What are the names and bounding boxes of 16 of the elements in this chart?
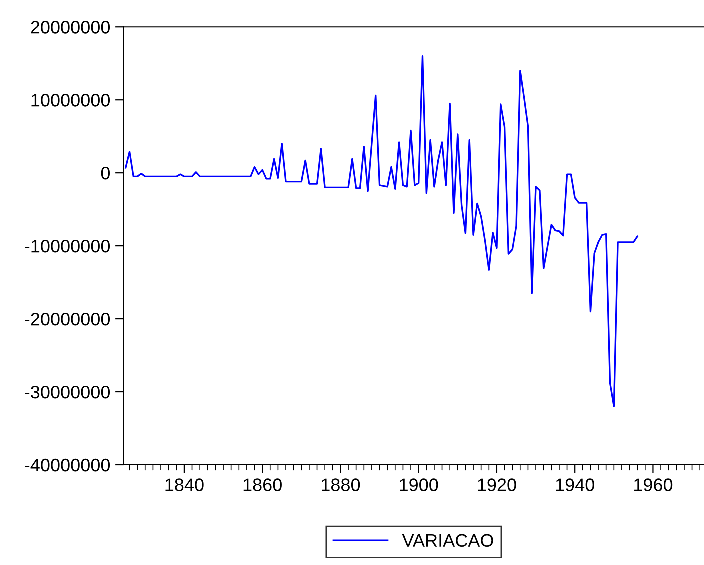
x-tick-label: 1920 <box>478 478 516 492</box>
x-tick-label: 1960 <box>634 478 673 492</box>
x-tick-label: 1940 <box>556 478 594 492</box>
y-tick-label: 0 <box>101 167 110 180</box>
x-tick-label: 1900 <box>400 478 438 492</box>
x-tick-label: 1840 <box>166 478 204 492</box>
y-tick-label: -10000000 <box>25 240 110 253</box>
y-tick-label: 20000000 <box>31 21 110 34</box>
y-tick-label: -20000000 <box>25 312 110 326</box>
y-tick-label: 10000000 <box>32 94 110 107</box>
y-tick-label: -30000000 <box>25 386 110 399</box>
x-tick-label: 1860 <box>244 478 282 492</box>
y-tick-label: -40000000 <box>25 458 110 472</box>
x-tick-label: 1880 <box>322 478 360 492</box>
legend-label: VARIACAO <box>402 534 494 548</box>
line-series <box>125 55 638 408</box>
